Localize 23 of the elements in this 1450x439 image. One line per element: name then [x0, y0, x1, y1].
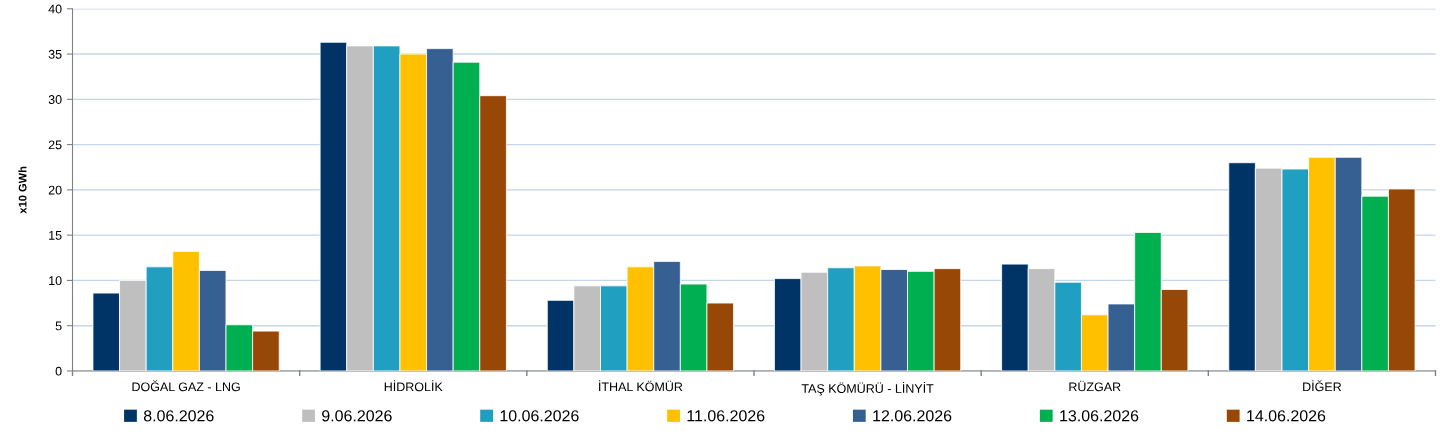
y-tick-label: 0 — [55, 366, 62, 376]
y-tick-label: 5 — [55, 321, 62, 331]
x-tick-label: HİDROLİK — [384, 380, 443, 392]
x-tick-label: DOĞAL GAZ - LNG — [132, 380, 240, 392]
legend-label: 10.06.2026 — [500, 410, 579, 422]
y-tick-label: 10 — [49, 276, 62, 286]
y-axis-title: x10 GWh — [18, 166, 27, 214]
y-tick-label: 30 — [48, 95, 62, 104]
legend-label: 11.06.2026 — [687, 410, 765, 422]
x-tick-label: DİĞER — [1303, 380, 1342, 392]
legend-label: 9.06.2026 — [322, 410, 392, 422]
legend-label: 12.06.2026 — [873, 410, 952, 422]
y-tick-label: 15 — [49, 231, 62, 240]
y-tick-label: 35 — [48, 49, 62, 59]
x-tick-label: İTHAL KÖMÜR — [599, 380, 683, 392]
y-tick-label: 40 — [48, 4, 62, 14]
legend-label: 8.06.2026 — [143, 410, 214, 422]
y-tick-label: 20 — [48, 185, 62, 195]
legend-label: 13.06.2026 — [1060, 410, 1139, 422]
x-tick-label: TAŞ KÖMÜRÜ - LİNYİT — [801, 382, 934, 396]
y-tick-label: 25 — [48, 140, 62, 150]
legend-label: 14.06.2026 — [1247, 410, 1326, 422]
x-tick-label: RÜZGAR — [1069, 380, 1121, 392]
